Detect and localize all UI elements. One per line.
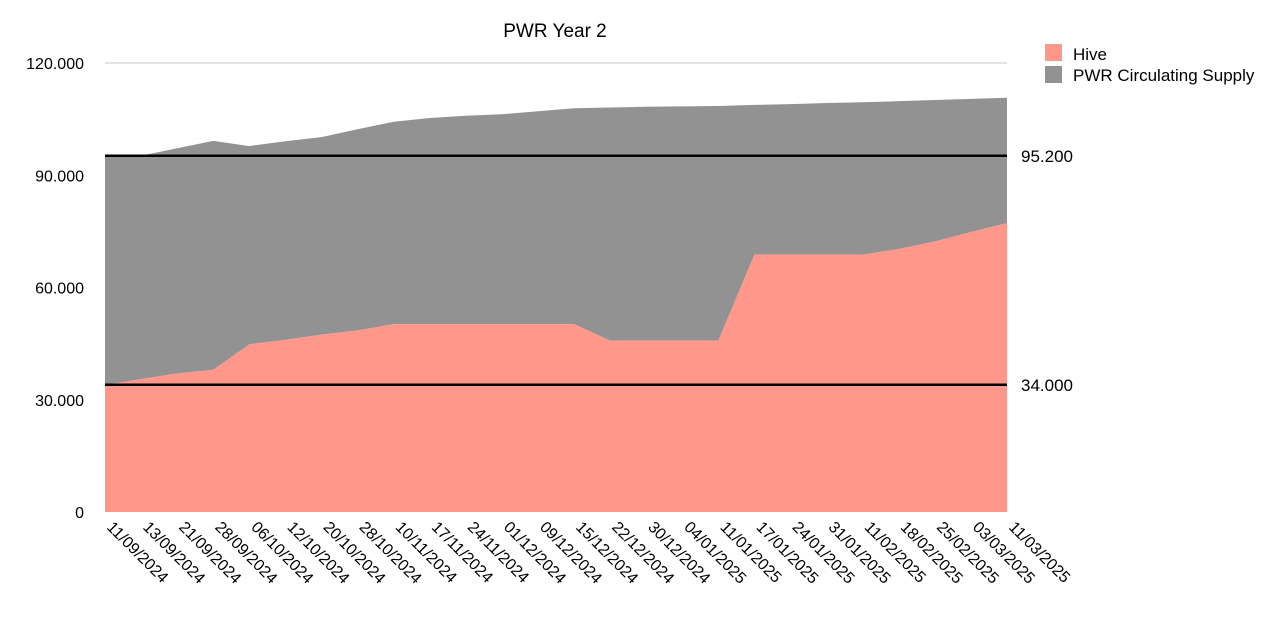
reference-line-label: 34.000	[1021, 376, 1073, 395]
x-axis: 11/09/202413/09/202421/09/202428/09/2024…	[103, 519, 1073, 588]
y-tick-label: 60.000	[35, 281, 84, 298]
legend-swatch-pwr-circulating-supply	[1045, 66, 1062, 83]
y-tick-label: 90.000	[35, 168, 84, 185]
y-tick-label: 120.000	[26, 56, 84, 73]
chart-title: PWR Year 2	[503, 21, 607, 42]
reference-lines: 95.200 34.000	[105, 147, 1073, 395]
reference-line-label: 95.200	[1021, 147, 1073, 166]
y-tick-label: 30.000	[35, 393, 84, 410]
plot-area	[105, 97, 1007, 513]
legend-label-hive: Hive	[1073, 45, 1107, 64]
legend: Hive PWR Circulating Supply	[1045, 44, 1255, 85]
y-tick-label: 0	[75, 505, 84, 522]
legend-label-pwr-circulating-supply: PWR Circulating Supply	[1073, 66, 1255, 85]
area-pwr-circulating-supply	[105, 97, 1007, 385]
legend-swatch-hive	[1045, 44, 1062, 61]
y-axis: 0 30.000 60.000 90.000 120.000	[26, 56, 84, 522]
area-hive	[105, 223, 1007, 513]
